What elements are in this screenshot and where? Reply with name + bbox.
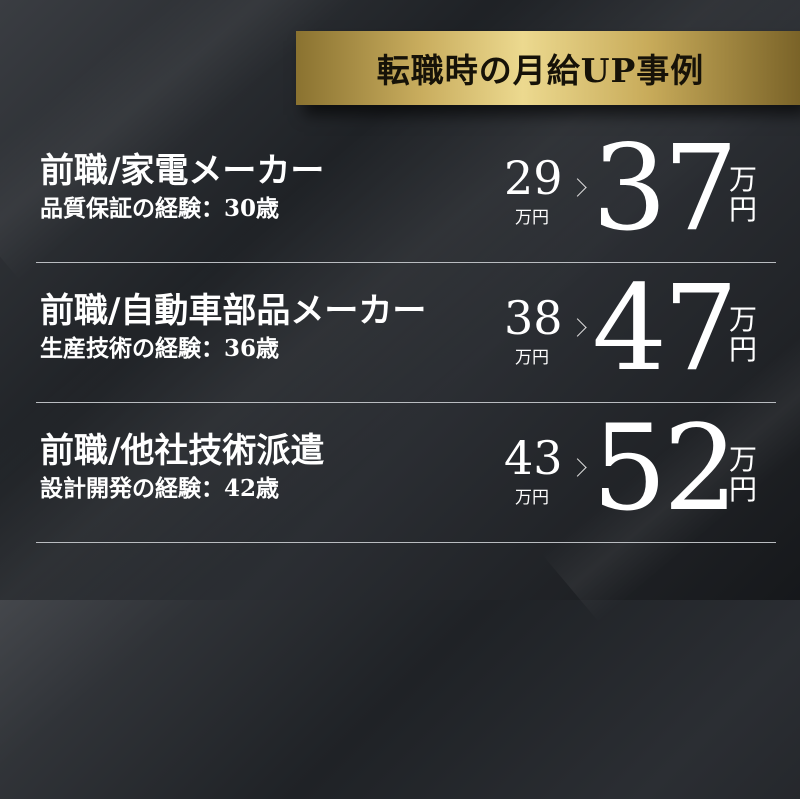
before-unit: 万円 [515, 208, 549, 228]
before-salary: 38 [504, 291, 563, 345]
after-salary: 47 [592, 259, 738, 397]
case-title: 前職/家電メーカー [40, 151, 325, 191]
case-title: 前職/自動車部品メーカー [40, 291, 427, 331]
chevron-right-icon [568, 458, 587, 477]
after-unit: 万円 [726, 305, 760, 365]
case-row: 前職/家電メーカー 品質保証の経験：30歳 29 万円 37 万円 [36, 123, 776, 263]
before-salary: 43 [504, 431, 563, 485]
before-unit: 万円 [515, 488, 549, 508]
after-unit: 万円 [726, 165, 760, 225]
title-banner: 転職時の月給UP事例 [296, 31, 800, 105]
case-subtitle: 設計開発の経験：42歳 [40, 475, 280, 502]
after-salary: 37 [592, 119, 738, 257]
before-salary: 29 [504, 151, 563, 205]
case-subtitle: 品質保証の経験：30歳 [40, 195, 280, 222]
after-salary: 52 [592, 399, 738, 537]
chevron-right-icon [568, 318, 587, 337]
case-row: 前職/他社技術派遣 設計開発の経験：42歳 43 万円 52 万円 [36, 403, 776, 543]
unit-yen: 円 [728, 193, 757, 226]
unit-yen: 円 [728, 473, 757, 506]
unit-man: 万 [728, 163, 757, 196]
banner-title: 転職時の月給UP事例 [376, 51, 705, 90]
unit-yen: 円 [728, 333, 757, 366]
case-row: 前職/自動車部品メーカー 生産技術の経験：36歳 38 万円 47 万円 [36, 263, 776, 403]
case-subtitle: 生産技術の経験：36歳 [40, 335, 280, 362]
before-unit: 万円 [515, 348, 549, 368]
unit-man: 万 [728, 443, 757, 476]
unit-man: 万 [728, 303, 757, 336]
after-unit: 万円 [726, 445, 760, 505]
case-title: 前職/他社技術派遣 [40, 431, 325, 471]
chevron-right-icon [568, 178, 587, 197]
